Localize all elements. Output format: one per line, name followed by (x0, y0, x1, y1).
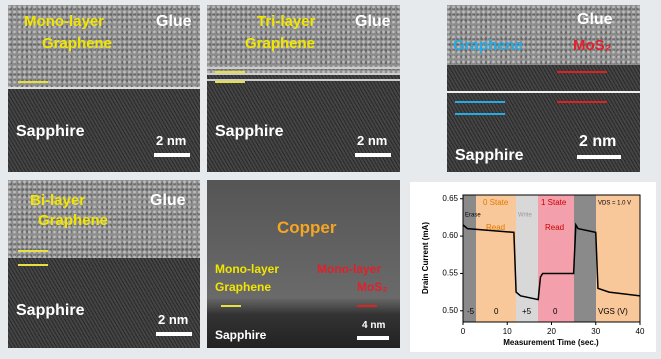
x-tick-label: 0 (461, 327, 466, 336)
annotation: VDS = 1.0 V (598, 201, 631, 207)
x-tick-label: 40 (636, 327, 645, 336)
chart: Erase 0 State Read Write 1 State Read VD… (0, 0, 661, 359)
y-tick-label: 0.50 (442, 306, 458, 315)
x-axis-label: Measurement Time (sec.) (503, 338, 599, 347)
annotation: Read (545, 223, 564, 232)
annotation: 0 (494, 307, 499, 316)
x-tick-label: 20 (547, 327, 556, 336)
annotation: -5 (467, 307, 475, 316)
y-axis-label: Drain Current (mA) (421, 222, 430, 294)
annotation: 0 (553, 307, 558, 316)
annotation: 1 State (541, 198, 567, 207)
annotation: VGS (V) (598, 307, 628, 316)
y-tick-label: 0.55 (442, 269, 458, 278)
x-tick-label: 30 (591, 327, 600, 336)
y-tick-label: 0.65 (442, 194, 458, 203)
annotation: +5 (522, 307, 532, 316)
annotation: Erase (465, 213, 481, 219)
y-tick-label: 0.60 (442, 231, 458, 240)
annotation: 0 State (483, 198, 509, 207)
page: Mono-layer Graphene Glue Sapphire 2 nm T… (0, 0, 661, 359)
x-tick-label: 10 (503, 327, 512, 336)
annotation: Write (518, 213, 533, 219)
